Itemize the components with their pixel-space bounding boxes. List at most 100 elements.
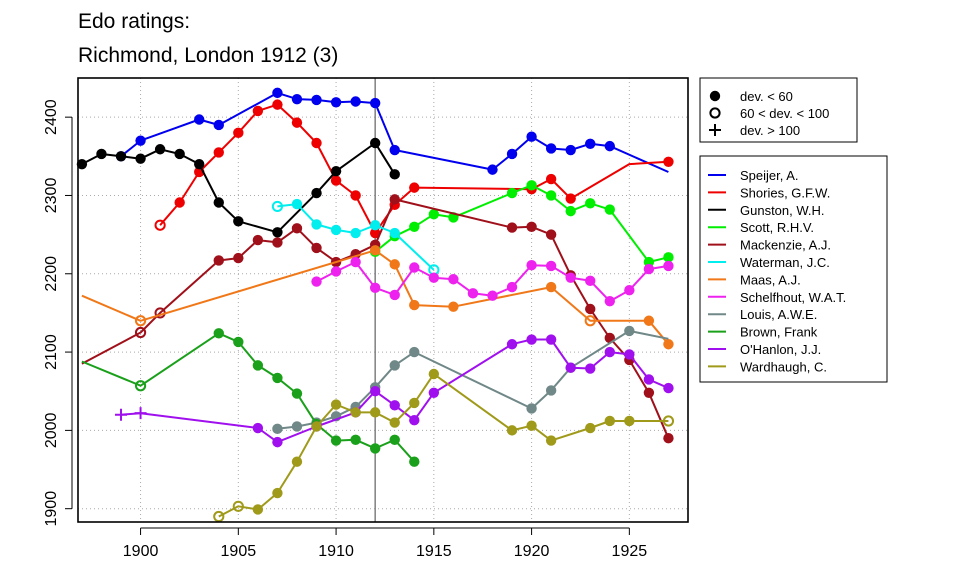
series-legend-label: Mackenzie, A.J.: [740, 238, 831, 253]
data-point: [330, 165, 342, 177]
data-point: [350, 96, 361, 107]
series-group: [81, 194, 674, 444]
plot-frame: [77, 77, 689, 523]
data-point: [584, 315, 596, 327]
data-point: [409, 415, 420, 426]
data-point: [409, 456, 420, 467]
data-point: [369, 443, 381, 454]
series-line: [159, 103, 669, 234]
y-axis: 1900 2000 2100 2200 2300 2400: [43, 99, 73, 527]
data-point: [428, 272, 440, 283]
marker-legend-label: dev. > 100: [740, 123, 800, 138]
data-point: [506, 339, 518, 350]
series-legend-label: Schelfhout, W.A.T.: [740, 290, 846, 305]
data-point: [604, 346, 615, 358]
series-legend-label: Speijer, A.: [740, 168, 799, 183]
data-point: [585, 198, 596, 209]
data-point: [369, 407, 381, 418]
data-point: [545, 229, 557, 240]
series-line: [374, 184, 669, 263]
data-point: [624, 285, 635, 296]
data-point: [350, 227, 361, 239]
data-point: [389, 144, 400, 156]
data-point: [272, 87, 283, 99]
data-point: [272, 372, 283, 384]
data-point: [350, 434, 361, 445]
data-point: [134, 380, 147, 392]
data-point: [506, 187, 518, 199]
data-point: [213, 119, 224, 131]
data-point: [330, 399, 342, 410]
data-point: [604, 140, 615, 152]
data-point: [369, 386, 381, 397]
data-point: [545, 385, 557, 396]
data-point: [213, 510, 225, 523]
data-point: [96, 148, 107, 160]
x-axis: 1900 1905 1910 1915 1920 1925: [123, 527, 647, 560]
marker-legend-label: 60 < dev. < 100: [740, 106, 829, 121]
data-point: [428, 209, 440, 220]
data-point: [409, 182, 420, 193]
series-legend-box: [699, 155, 888, 383]
data-point: [135, 153, 146, 164]
data-point: [291, 421, 303, 432]
data-point: [154, 219, 166, 231]
data-point: [565, 205, 576, 217]
data-point: [233, 252, 244, 264]
data-point: [545, 173, 557, 185]
data-point: [369, 282, 381, 294]
data-point: [526, 180, 537, 191]
chart-title: Edo ratings:: [78, 10, 190, 33]
data-point: [233, 127, 244, 139]
data-point: [271, 200, 284, 213]
series-legend-label: Louis, A.W.E.: [740, 307, 817, 322]
data-point: [663, 339, 674, 350]
data-point: [134, 315, 147, 327]
x-tick-label: 1920: [514, 543, 550, 560]
data-point: [194, 114, 205, 125]
data-point: [272, 487, 283, 499]
data-point: [272, 423, 283, 435]
data-point: [448, 274, 459, 285]
data-point: [565, 144, 576, 156]
data-point: [545, 143, 557, 154]
data-point: [604, 204, 615, 215]
data-point: [252, 105, 264, 117]
series-line: [81, 249, 670, 345]
marker-legend-symbol: [709, 90, 721, 102]
data-point: [643, 387, 655, 398]
data-point: [624, 325, 635, 337]
data-point: [663, 433, 674, 444]
data-point: [545, 260, 557, 272]
data-point: [291, 223, 303, 234]
data-point: [350, 256, 361, 268]
data-point: [311, 242, 322, 254]
marker-legend: dev. < 60 60 < dev. < 100 dev. > 100: [699, 77, 858, 143]
series-legend-label: Gunston, W.H.: [740, 203, 825, 218]
data-point: [369, 227, 381, 239]
data-point: [565, 272, 576, 283]
data-point: [389, 227, 400, 239]
chart-subtitle: Richmond, London 1912 (3): [78, 44, 338, 67]
data-point: [252, 234, 264, 246]
data-point: [115, 151, 127, 162]
data-point: [272, 99, 283, 110]
series-legend-label: Wardhaugh, C.: [740, 359, 827, 374]
data-point: [663, 156, 674, 167]
series-group: [369, 180, 674, 268]
y-tick-label: 1900: [43, 491, 60, 527]
data-point: [585, 138, 596, 149]
series-line: [81, 198, 670, 439]
series-group: [311, 256, 674, 307]
data-point: [369, 137, 381, 149]
data-point: [428, 387, 440, 398]
data-point: [389, 169, 400, 180]
data-point: [526, 131, 537, 142]
data-point: [604, 295, 615, 307]
data-point: [585, 422, 596, 434]
data-point: [545, 190, 557, 201]
marker-legend-symbol: [709, 107, 721, 119]
x-tick-label: 1910: [318, 543, 354, 560]
data-point: [252, 422, 264, 434]
